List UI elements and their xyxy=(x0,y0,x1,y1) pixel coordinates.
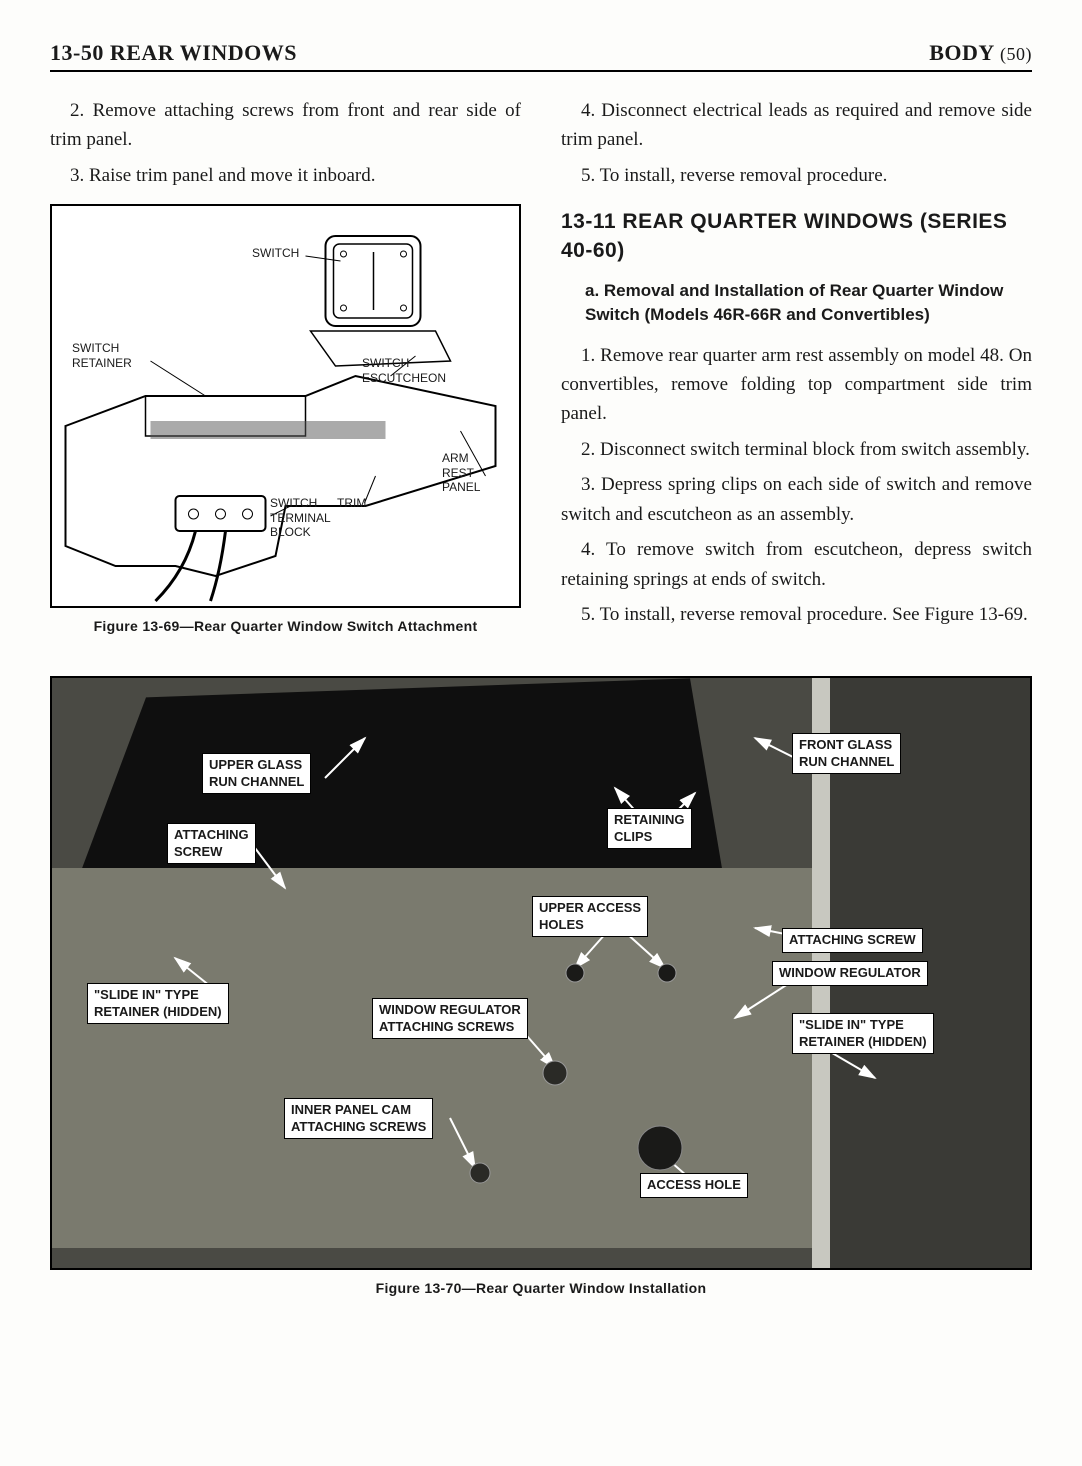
left-column: 2. Remove attaching screws from front an… xyxy=(50,96,521,652)
section-13-11-heading: 13-11 REAR QUARTER WINDOWS (SERIES 40-60… xyxy=(561,208,1032,265)
figure-13-69: SWITCH SWITCH RETAINER SWITCH ESCUTCHEON… xyxy=(50,204,521,608)
page-right: (50) xyxy=(1000,44,1032,64)
fig69-label-arm-rest: ARM REST PANEL xyxy=(442,451,480,494)
section-number: 13-11 xyxy=(561,210,616,233)
fig70-label-slide-in-left: "SLIDE IN" TYPE RETAINER (HIDDEN) xyxy=(87,983,229,1024)
fig69-label-trim: TRIM xyxy=(337,496,366,510)
fig69-label-terminal-block: SWITCH TERMINAL BLOCK xyxy=(270,496,331,539)
fig70-label-window-regulator: WINDOW REGULATOR xyxy=(772,961,928,985)
right-step-5: 5. To install, reverse removal procedure… xyxy=(561,161,1032,190)
fig70-label-access-hole: ACCESS HOLE xyxy=(640,1173,748,1197)
fig70-caption: Figure 13-70—Rear Quarter Window Install… xyxy=(50,1280,1032,1296)
page-section: 13-50 xyxy=(50,40,104,65)
right-p2: 2. Disconnect switch terminal block from… xyxy=(561,435,1032,464)
right-step-4: 4. Disconnect electrical leads as requir… xyxy=(561,96,1032,155)
right-p3: 3. Depress spring clips on each side of … xyxy=(561,470,1032,529)
fig70-label-slide-in-right: "SLIDE IN" TYPE RETAINER (HIDDEN) xyxy=(792,1013,934,1054)
fig70-label-retaining-clips: RETAINING CLIPS xyxy=(607,808,692,849)
fig70-label-attaching-screw-l: ATTACHING SCREW xyxy=(167,823,256,864)
fig70-label-upper-access-holes: UPPER ACCESS HOLES xyxy=(532,896,648,937)
two-column-layout: 2. Remove attaching screws from front an… xyxy=(50,96,1032,652)
section-title: REAR QUARTER WINDOWS (SERIES 40-60) xyxy=(561,210,1007,261)
fig69-label-escutcheon: SWITCH ESCUTCHEON xyxy=(362,356,446,385)
right-column: 4. Disconnect electrical leads as requir… xyxy=(561,96,1032,652)
fig69-diagram xyxy=(52,206,519,606)
fig70-label-window-reg-screws: WINDOW REGULATOR ATTACHING SCREWS xyxy=(372,998,528,1039)
header-right: BODY (50) xyxy=(929,40,1032,66)
fig69-label-switch: SWITCH xyxy=(252,246,299,260)
fig70-label-attaching-screw-r: ATTACHING SCREW xyxy=(782,928,923,952)
title-right: BODY xyxy=(929,40,994,65)
right-p1: 1. Remove rear quarter arm rest assembly… xyxy=(561,341,1032,429)
right-p4: 4. To remove switch from escutcheon, dep… xyxy=(561,535,1032,594)
fig70-label-upper-glass-run: UPPER GLASS RUN CHANNEL xyxy=(202,753,311,794)
fig69-label-switch-retainer: SWITCH RETAINER xyxy=(72,341,132,370)
right-p5: 5. To install, reverse removal procedure… xyxy=(561,600,1032,629)
subsection-a: a. Removal and Installation of Rear Quar… xyxy=(585,279,1032,327)
left-step-3: 3. Raise trim panel and move it inboard. xyxy=(50,161,521,190)
fig70-label-inner-panel-cam: INNER PANEL CAM ATTACHING SCREWS xyxy=(284,1098,433,1139)
title-left: REAR WINDOWS xyxy=(110,40,297,65)
page-header: 13-50 REAR WINDOWS BODY (50) xyxy=(50,40,1032,72)
left-step-2: 2. Remove attaching screws from front an… xyxy=(50,96,521,155)
fig70-label-front-glass-run: FRONT GLASS RUN CHANNEL xyxy=(792,733,901,774)
fig69-caption: Figure 13-69—Rear Quarter Window Switch … xyxy=(50,618,521,634)
figure-13-70: UPPER GLASS RUN CHANNEL ATTACHING SCREW … xyxy=(50,676,1032,1270)
header-left: 13-50 REAR WINDOWS xyxy=(50,40,297,66)
